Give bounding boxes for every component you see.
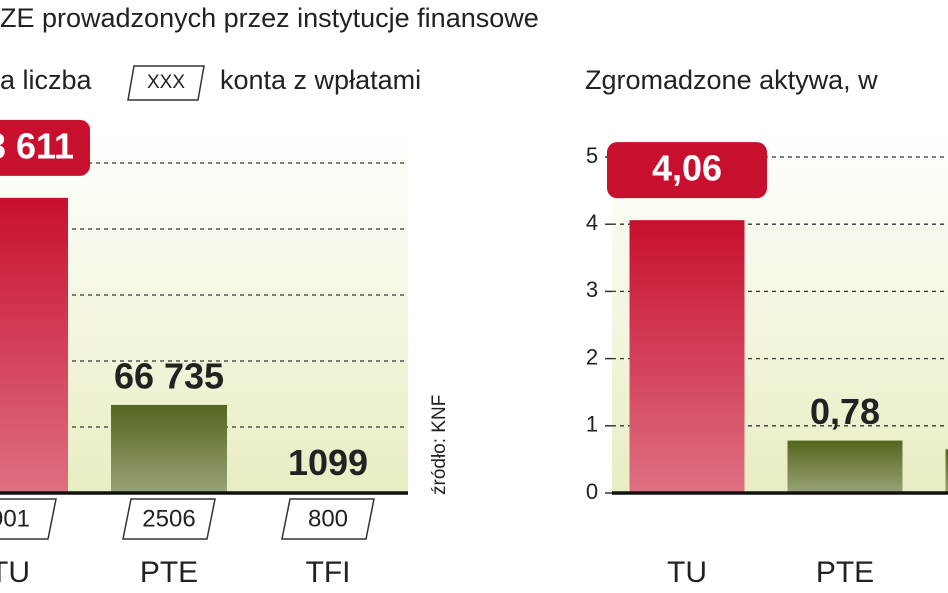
- value-label-box: [0, 119, 90, 176]
- bar-shade: [629, 220, 745, 493]
- account-box: [281, 498, 375, 540]
- x-tick-label: TU: [0, 556, 30, 589]
- x-tick-label: PTE: [816, 556, 874, 589]
- legend-text: konta z wpłatami: [220, 65, 421, 95]
- account-box: [122, 498, 216, 540]
- subtitle: a liczba: [0, 65, 93, 95]
- subtitle: Zgromadzone aktywa, w: [585, 65, 878, 95]
- x-tick-label: PTE: [140, 556, 198, 589]
- value-label: 66 735: [114, 355, 224, 396]
- y-tick-label: 0: [586, 479, 598, 504]
- value-label-box: [607, 142, 767, 199]
- source: źródło: KNF: [429, 395, 450, 495]
- value-label: 223 611: [0, 125, 74, 166]
- y-tick-label: 1: [586, 412, 598, 437]
- bar-shade: [787, 440, 903, 493]
- value-label: 4,06: [652, 148, 722, 189]
- x-tick-label: TFI: [306, 556, 351, 589]
- x-tick-label: TU: [667, 556, 707, 589]
- account-label: 2506: [142, 505, 195, 532]
- bar-shade: [945, 449, 948, 493]
- y-tick-label: 3: [586, 277, 598, 302]
- bar-shade: [111, 404, 227, 493]
- account-box: [0, 498, 57, 540]
- y-tick-label: 2: [586, 344, 598, 369]
- value-label: 1099: [288, 442, 368, 483]
- y-tick-label: 5: [586, 143, 598, 168]
- legend-box: [127, 65, 205, 101]
- bar-shade: [0, 197, 68, 493]
- account-label: 901: [0, 505, 30, 532]
- legend-label: XXX: [147, 72, 185, 93]
- account-label: 800: [308, 505, 348, 532]
- value-label: 0,78: [810, 391, 880, 432]
- y-tick-label: 4: [586, 210, 598, 235]
- title: ZE prowadzonych przez instytucje finanso…: [0, 3, 539, 33]
